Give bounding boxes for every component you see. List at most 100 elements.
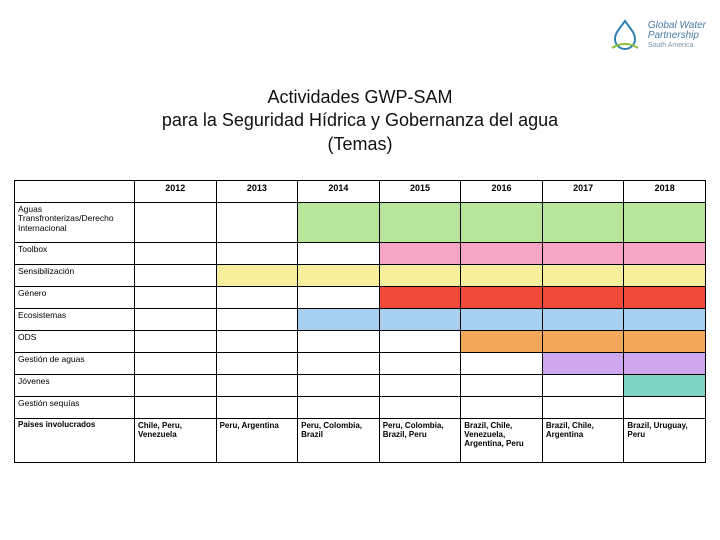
row-label: Gestión de aguas [15, 353, 135, 375]
activity-cell [379, 375, 461, 397]
activity-cell [624, 243, 706, 265]
table-row: Gestión de aguas [15, 353, 706, 375]
activity-cell [298, 243, 380, 265]
activity-cell [135, 353, 217, 375]
row-label: Países involucrados [15, 419, 135, 463]
activity-cell [461, 397, 543, 419]
activity-cell [216, 397, 298, 419]
activity-cell [135, 309, 217, 331]
activity-cell [461, 331, 543, 353]
title-line1: Actividades GWP-SAM [0, 86, 720, 109]
row-label: Toolbox [15, 243, 135, 265]
activity-cell [542, 203, 624, 243]
activity-cell [135, 331, 217, 353]
activity-cell [379, 265, 461, 287]
activity-table-wrap: 2012 2013 2014 2015 2016 2017 2018 Aguas… [14, 180, 706, 524]
row-label: ODS [15, 331, 135, 353]
year-header: 2014 [298, 181, 380, 203]
activity-cell [298, 375, 380, 397]
title-line2: para la Seguridad Hídrica y Gobernanza d… [0, 109, 720, 132]
table-row: Gestión sequías [15, 397, 706, 419]
activity-cell [379, 243, 461, 265]
activity-cell [461, 353, 543, 375]
activity-cell [379, 397, 461, 419]
table-body: Aguas Transfronterizas/Derecho Internaci… [15, 203, 706, 463]
table-row: Sensibilización [15, 265, 706, 287]
activity-cell [379, 203, 461, 243]
activity-cell [135, 397, 217, 419]
year-header: 2016 [461, 181, 543, 203]
activity-cell [624, 309, 706, 331]
activity-cell [542, 375, 624, 397]
year-header: 2018 [624, 181, 706, 203]
activity-cell [542, 309, 624, 331]
activity-cell [542, 265, 624, 287]
activity-cell [379, 353, 461, 375]
activity-cell [542, 287, 624, 309]
activity-cell [216, 243, 298, 265]
year-header: 2012 [135, 181, 217, 203]
activity-cell [624, 203, 706, 243]
activity-cell [216, 265, 298, 287]
table-row: Género [15, 287, 706, 309]
activity-cell [298, 309, 380, 331]
row-label: Gestión sequías [15, 397, 135, 419]
activity-cell [624, 287, 706, 309]
activity-cell [624, 353, 706, 375]
activity-cell [135, 203, 217, 243]
activity-cell [135, 265, 217, 287]
activity-cell [379, 331, 461, 353]
activity-cell [542, 397, 624, 419]
activity-cell [135, 375, 217, 397]
activity-cell [216, 203, 298, 243]
activity-cell [624, 265, 706, 287]
activity-cell [216, 375, 298, 397]
row-label: Género [15, 287, 135, 309]
title-line3: (Temas) [0, 133, 720, 156]
activity-cell [461, 203, 543, 243]
table-row: Jóvenes [15, 375, 706, 397]
table-row: Toolbox [15, 243, 706, 265]
activity-cell [379, 287, 461, 309]
table-header-row: 2012 2013 2014 2015 2016 2017 2018 [15, 181, 706, 203]
countries-cell: Peru, Colombia, Brazil, Peru [379, 419, 461, 463]
activity-cell [542, 331, 624, 353]
droplet-icon [608, 18, 642, 52]
activity-cell [461, 375, 543, 397]
activity-cell [542, 353, 624, 375]
activity-cell [216, 287, 298, 309]
row-label: Jóvenes [15, 375, 135, 397]
countries-cell: Brazil, Uruguay, Peru [624, 419, 706, 463]
activity-cell [624, 397, 706, 419]
countries-cell: Chile, Peru, Venezuela [135, 419, 217, 463]
activity-cell [298, 397, 380, 419]
brand-text: Global Water Partnership South America [648, 21, 706, 49]
brand-line3: South America [648, 42, 706, 49]
activity-cell [298, 203, 380, 243]
activity-cell [216, 331, 298, 353]
activity-cell [135, 287, 217, 309]
activity-cell [216, 309, 298, 331]
year-header: 2017 [542, 181, 624, 203]
row-label: Ecosistemas [15, 309, 135, 331]
activity-cell [461, 309, 543, 331]
activity-cell [379, 309, 461, 331]
table-row: ODS [15, 331, 706, 353]
activity-cell [135, 243, 217, 265]
page-title: Actividades GWP-SAM para la Seguridad Hí… [0, 86, 720, 156]
activity-cell [624, 375, 706, 397]
header-blank [15, 181, 135, 203]
table-row: Aguas Transfronterizas/Derecho Internaci… [15, 203, 706, 243]
countries-cell: Brazil, Chile, Argentina [542, 419, 624, 463]
table-row: Ecosistemas [15, 309, 706, 331]
activity-cell [542, 243, 624, 265]
year-header: 2013 [216, 181, 298, 203]
activity-cell [298, 287, 380, 309]
row-label: Sensibilización [15, 265, 135, 287]
activity-cell [298, 353, 380, 375]
header-band: Global Water Partnership South America [0, 0, 720, 78]
year-header: 2015 [379, 181, 461, 203]
brand-logo: Global Water Partnership South America [608, 18, 706, 52]
activity-cell [216, 353, 298, 375]
countries-cell: Brazil, Chile, Venezuela, Argentina, Per… [461, 419, 543, 463]
